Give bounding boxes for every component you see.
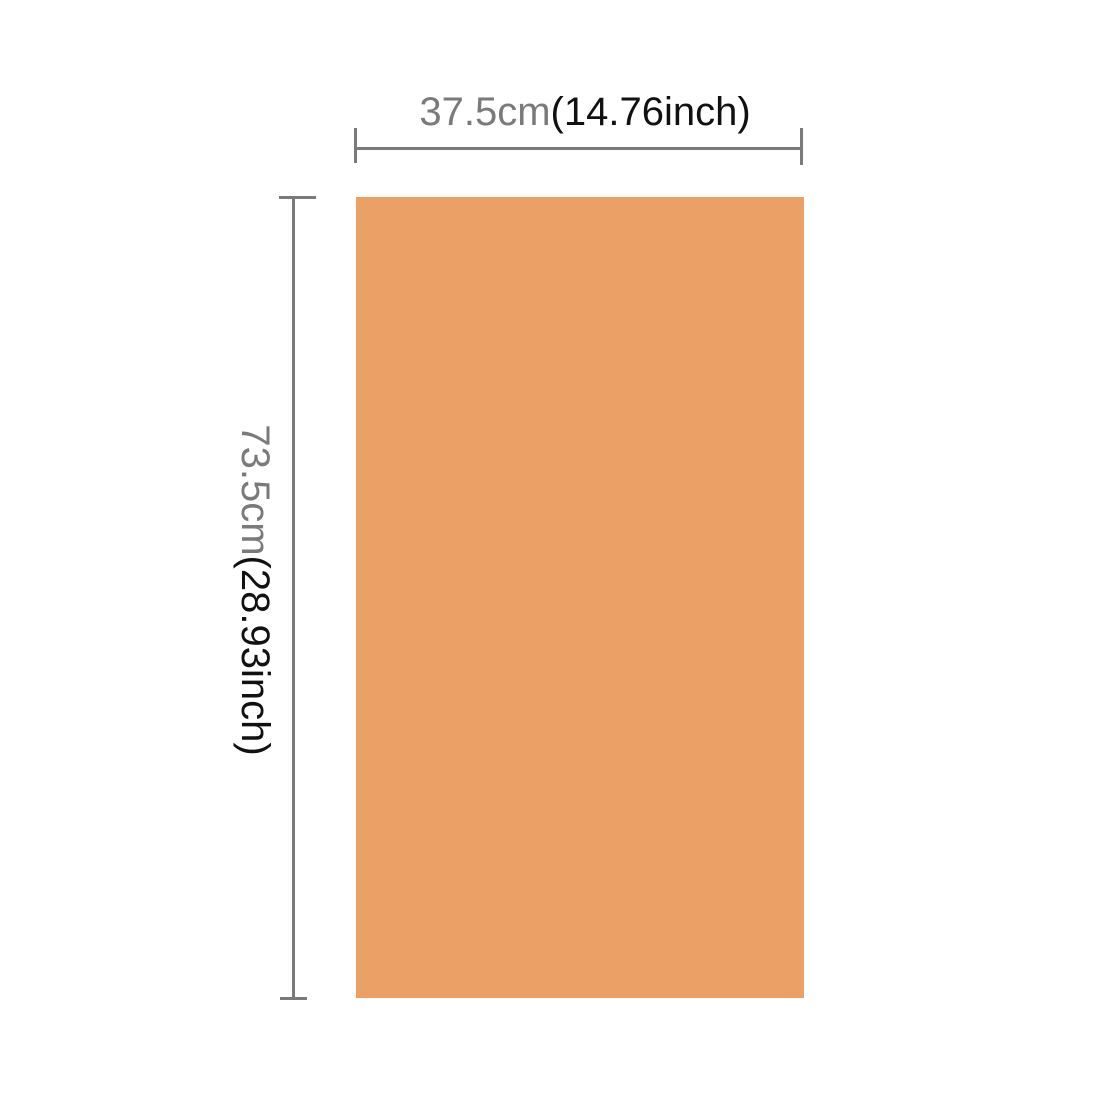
height-label: 73.5cm(28.93inch) xyxy=(233,424,277,756)
height-cm: 73.5cm xyxy=(233,424,277,556)
height-inch: (28.93inch) xyxy=(233,555,277,756)
product-sheet xyxy=(356,197,804,998)
width-cm: 37.5cm xyxy=(419,90,551,134)
width-inch: (14.76inch) xyxy=(550,90,751,134)
width-label: 37.5cm(14.76inch) xyxy=(419,92,750,132)
